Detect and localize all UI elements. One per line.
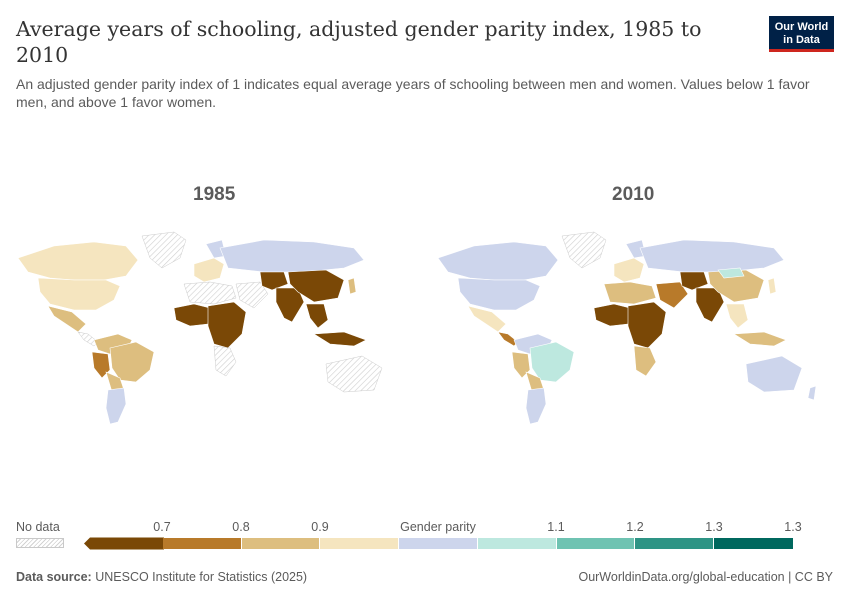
japan[interactable] [347,277,357,295]
central-asia[interactable] [679,271,709,291]
legend-tick-1: 0.8 [232,520,250,534]
middle-east[interactable] [655,281,689,309]
world-map-2010[interactable] [434,228,834,428]
central-africa[interactable] [207,301,247,349]
greenland[interactable] [561,231,607,269]
data-source: Data source: UNESCO Institute for Statis… [16,570,307,584]
southern-africa[interactable] [633,345,657,377]
western-europe[interactable] [613,257,645,283]
western-europe[interactable] [193,257,225,283]
new-zealand[interactable] [807,385,817,401]
indonesia[interactable] [733,331,787,347]
southeast-asia[interactable] [725,303,749,329]
china[interactable] [707,269,765,303]
southeast-asia[interactable] [305,303,329,329]
peru[interactable] [511,351,531,379]
legend-tick-6: 1.3 [784,520,802,534]
greenland[interactable] [141,231,187,269]
central-asia[interactable] [259,271,289,291]
canada[interactable] [437,241,559,281]
legend-bin-1[interactable] [163,538,242,549]
legend-bin-6[interactable] [557,538,635,549]
russia[interactable] [219,239,365,273]
world-map-1985[interactable] [14,228,414,428]
japan[interactable] [767,277,777,295]
legend-center-label: Gender parity [400,520,476,534]
legend-tick-5: 1.3 [705,520,723,534]
canada[interactable] [17,241,139,281]
southern-africa[interactable] [213,345,237,377]
legend-bin-0[interactable] [84,537,164,550]
mongolia[interactable] [717,267,745,279]
peru[interactable] [91,351,111,379]
argentina[interactable] [525,387,547,425]
australia[interactable] [325,355,383,393]
data-source-text[interactable]: UNESCO Institute for Statistics (2025) [95,570,308,584]
logo-line-1: Our World [774,21,829,33]
legend-bin-4[interactable] [399,538,478,549]
chart-subtitle: An adjusted gender parity index of 1 ind… [16,76,810,110]
indonesia[interactable] [313,331,367,347]
north-africa[interactable] [183,281,237,305]
legend-no-data-swatch[interactable] [16,538,64,548]
legend-bin-3[interactable] [320,538,399,549]
central-america[interactable] [497,331,519,347]
data-source-label: Data source: [16,570,92,584]
chart-title: Average years of schooling, adjusted gen… [16,17,702,67]
owid-logo[interactable]: Our World in Data [769,16,834,52]
legend-bin-7[interactable] [635,538,714,549]
central-america[interactable] [77,331,99,347]
legend-tick-3: 1.1 [547,520,565,534]
legend-tick-2: 0.9 [311,520,329,534]
logo-line-2: in Data [783,33,820,46]
usa[interactable] [37,277,121,311]
legend-bin-5[interactable] [478,538,557,549]
legend-bin-8[interactable] [714,538,793,549]
legend-no-data-label: No data [16,520,60,534]
legend-tick-0: 0.7 [153,520,171,534]
map-year-2010: 2010 [612,184,655,205]
north-africa[interactable] [603,281,657,305]
brazil[interactable] [109,341,155,383]
australia[interactable] [745,355,803,393]
west-africa[interactable] [173,303,211,327]
map-year-1985: 1985 [193,184,236,205]
brazil[interactable] [529,341,575,383]
middle-east[interactable] [235,281,269,309]
usa[interactable] [457,277,541,311]
china[interactable] [287,269,345,303]
footer-url[interactable]: OurWorldinData.org/global-education | CC… [578,570,833,584]
west-africa[interactable] [593,303,631,327]
legend-bin-2[interactable] [242,538,320,549]
russia[interactable] [639,239,785,273]
central-africa[interactable] [627,301,667,349]
legend-tick-4: 1.2 [626,520,644,534]
argentina[interactable] [105,387,127,425]
